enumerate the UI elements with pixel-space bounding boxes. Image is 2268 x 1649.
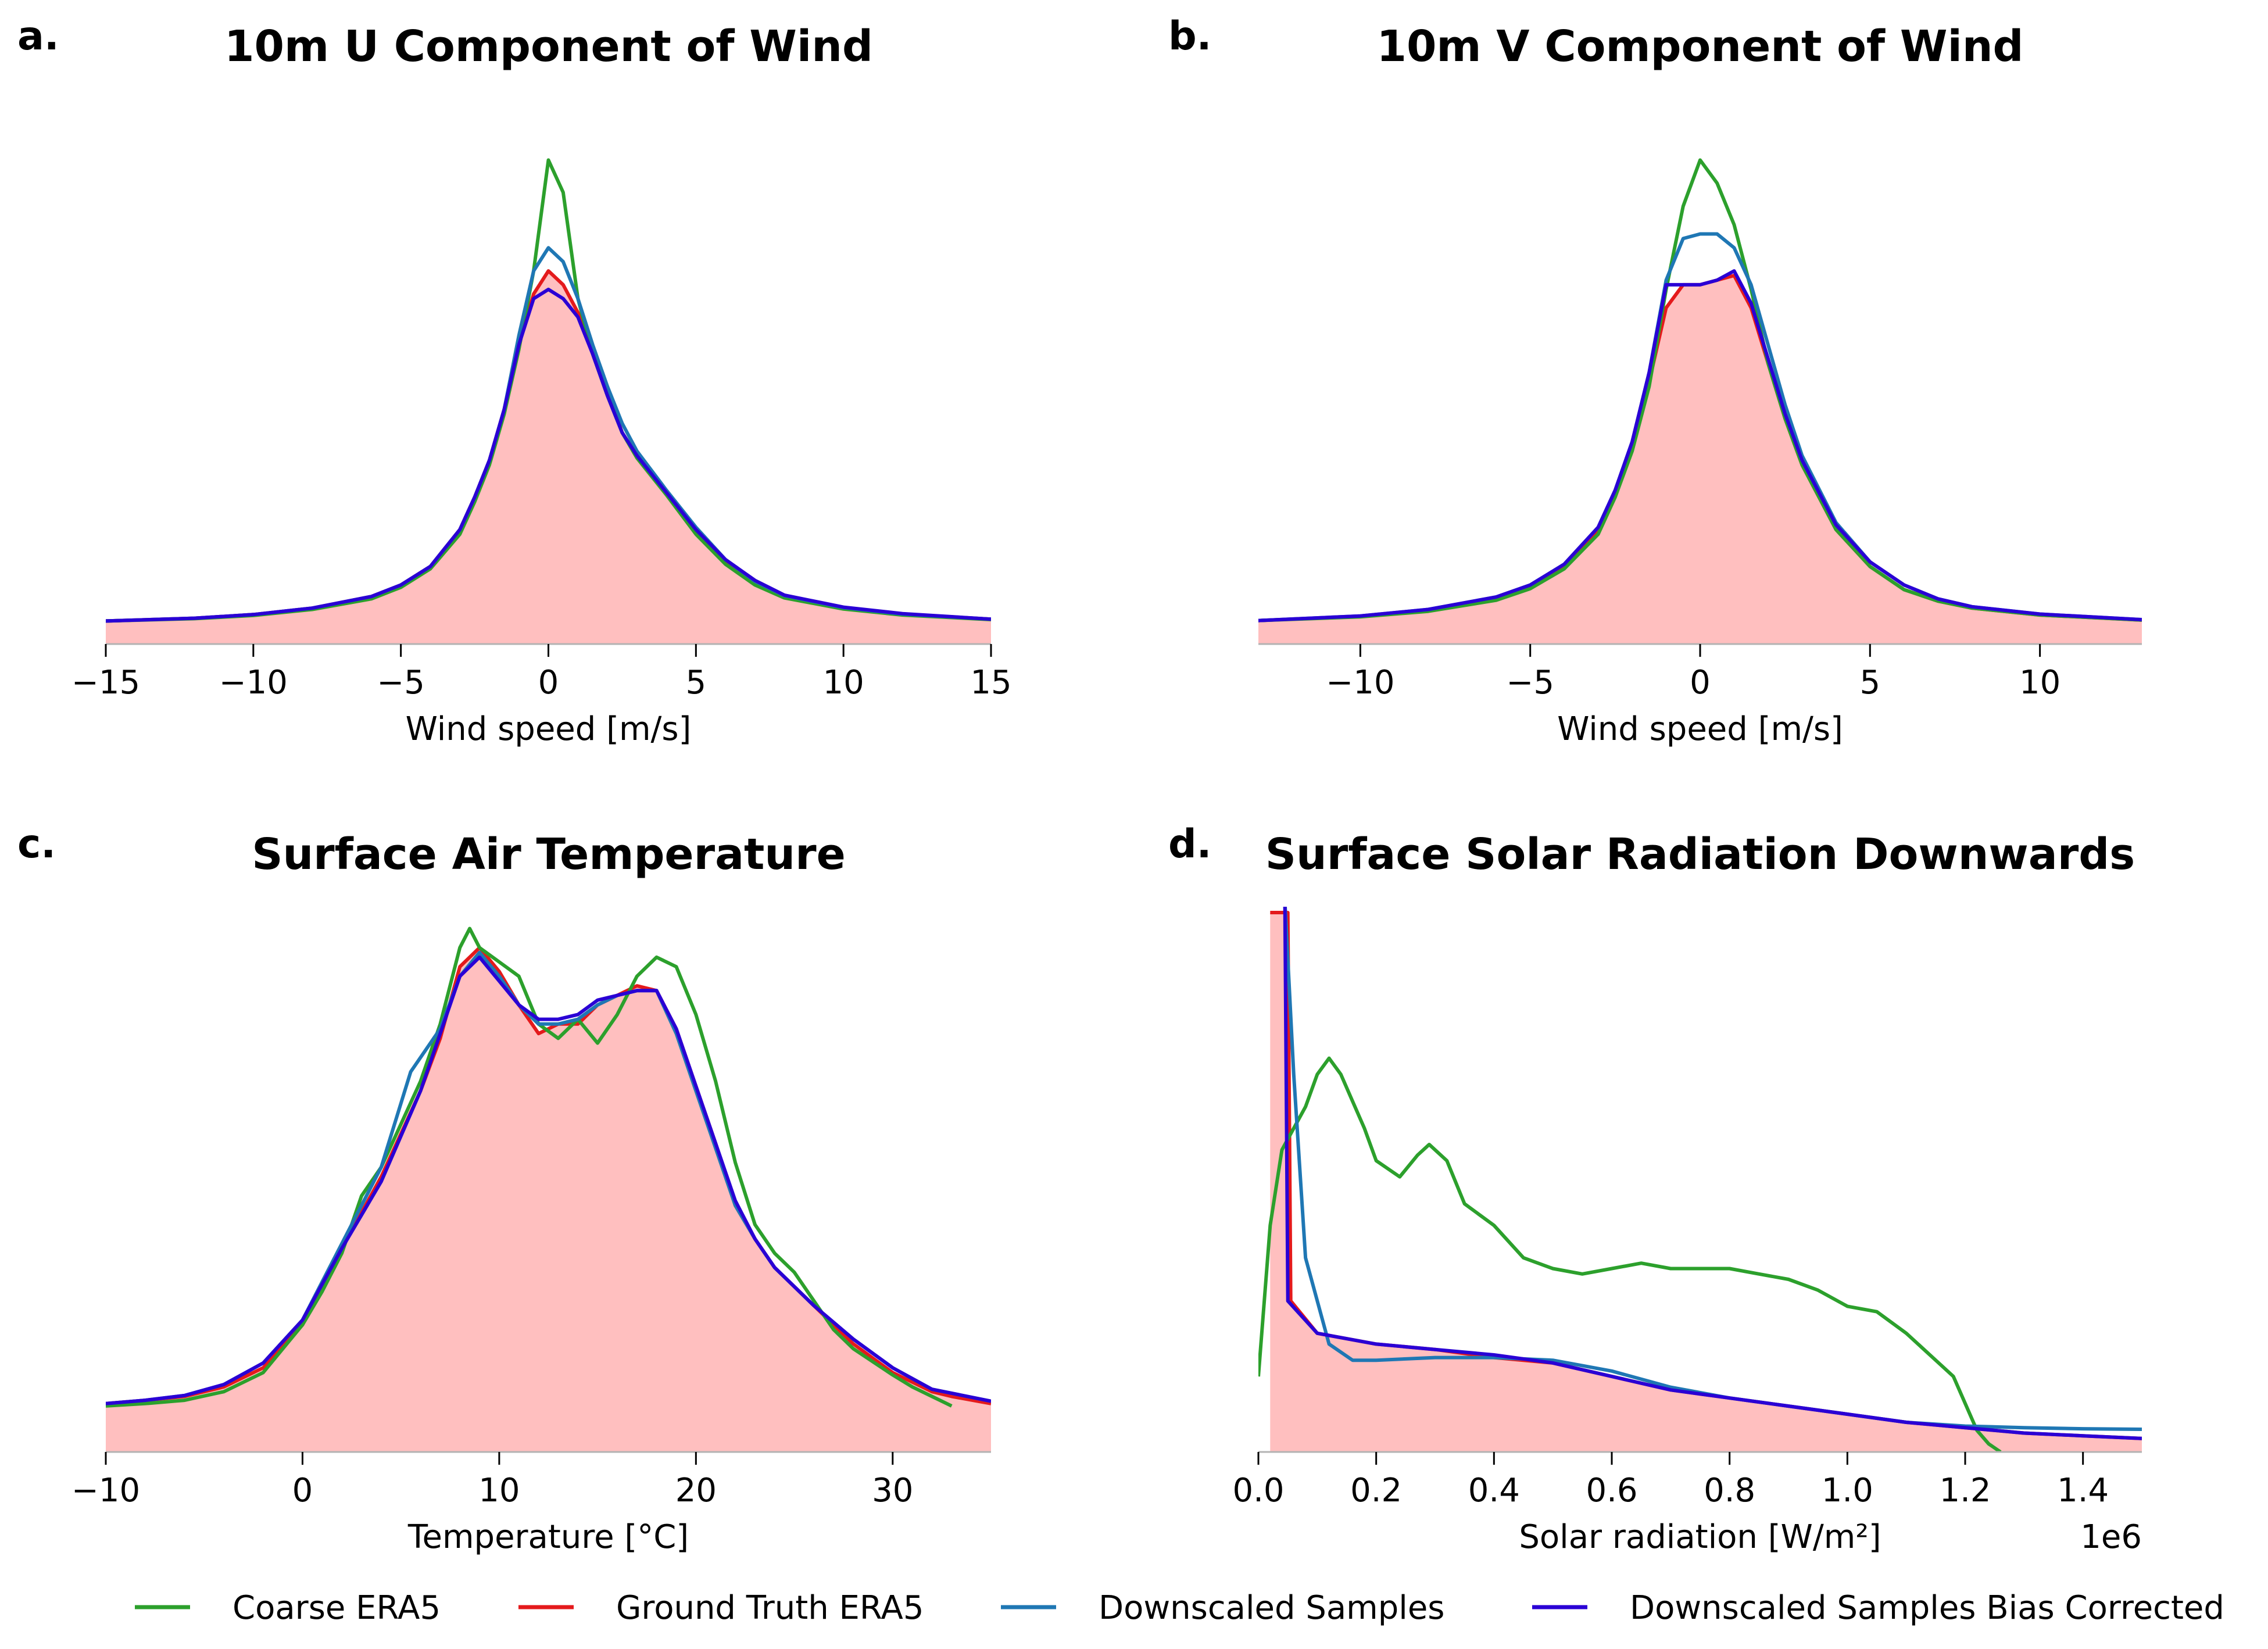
- x-tick-label: −5: [377, 664, 425, 702]
- x-tick-label: −5: [1506, 664, 1554, 702]
- x-axis-offset-label: 1e6: [2080, 1518, 2142, 1556]
- panels: −15 −10 −5 0 5 10 15 Wind speed [m/s] 10m U Comp…: [17, 13, 2142, 1556]
- x-tick-label: 10: [478, 1472, 520, 1510]
- series-line-coarse: [106, 158, 991, 623]
- x-tick-label: 10: [2019, 664, 2060, 702]
- x-tick-label: 10: [823, 664, 864, 702]
- series-line-coarse: [106, 927, 953, 1408]
- panel-letter: b.: [1168, 13, 1212, 59]
- x-tick-label: 0.2: [1350, 1472, 1402, 1510]
- x-tick-label: −10: [219, 664, 288, 702]
- chart-panel-3: −10 0 10 20 30 Temperature [°C] Surface Air Te…: [17, 821, 991, 1556]
- x-tick-label: 0.0: [1232, 1472, 1284, 1510]
- x-tick-label: 0: [1690, 664, 1711, 702]
- plot-area: [1258, 907, 2142, 1452]
- chart-panel-4: 0.0 0.2 0.4 0.6 0.8 1.0 1.2 1.4 Solar radiation …: [1168, 821, 2142, 1556]
- legend: Coarse ERA5 Ground Truth ERA5 Downscaled S…: [135, 1589, 2224, 1627]
- x-tick-label: −15: [71, 664, 140, 702]
- series-area-ground-truth: [1270, 913, 2142, 1452]
- plot-area: [106, 158, 991, 644]
- plot-area: [1258, 158, 2142, 644]
- x-tick-label: 20: [675, 1472, 717, 1510]
- x-tick-label: 0: [538, 664, 559, 702]
- series-area-ground-truth: [106, 947, 991, 1452]
- x-tick-label: 15: [970, 664, 1011, 702]
- panel-letter: a.: [17, 13, 59, 59]
- x-tick-label: 5: [686, 664, 707, 702]
- chart-panel-1: −15 −10 −5 0 5 10 15 Wind speed [m/s] 10m U Comp…: [17, 13, 1012, 748]
- x-axis-label: Wind speed [m/s]: [1557, 710, 1843, 748]
- x-tick-label: 0.6: [1586, 1472, 1637, 1510]
- x-tick-label: 1.4: [2057, 1472, 2109, 1510]
- series-line-coarse: [1258, 158, 2142, 623]
- series-line-coarse: [1258, 1056, 2002, 1452]
- x-tick-label: 0.8: [1704, 1472, 1755, 1510]
- series-line-bias-corrected: [106, 955, 991, 1405]
- legend-item-bias-corrected: Downscaled Samples Bias Corrected: [1532, 1589, 2224, 1627]
- x-tick-label: −10: [1326, 664, 1394, 702]
- chart-title: Surface Solar Radiation Downwards: [1265, 829, 2135, 879]
- chart-panel-2: −10 −5 0 5 10 Wind speed [m/s] 10m V Component…: [1168, 13, 2142, 748]
- legend-label: Downscaled Samples Bias Corrected: [1630, 1589, 2224, 1627]
- panel-letter: d.: [1168, 821, 1212, 867]
- chart-title: 10m V Component of Wind: [1376, 22, 2023, 71]
- x-axis-label: Wind speed [m/s]: [406, 710, 692, 748]
- x-tick-label: 0.4: [1468, 1472, 1520, 1510]
- legend-item-downscaled: Downscaled Samples: [1001, 1589, 1444, 1627]
- legend-item-ground-truth: Ground Truth ERA5: [518, 1589, 924, 1627]
- x-axis-label: Solar radiation [W/m²]: [1519, 1518, 1881, 1556]
- chart-title: 10m U Component of Wind: [224, 22, 873, 71]
- x-axis-label: Temperature [°C]: [407, 1518, 689, 1556]
- series-area-ground-truth: [1258, 276, 2142, 644]
- series-area-ground-truth: [106, 271, 991, 644]
- panel-letter: c.: [17, 821, 56, 867]
- legend-item-coarse: Coarse ERA5: [135, 1589, 441, 1627]
- x-tick-label: 1.0: [1822, 1472, 1873, 1510]
- x-tick-label: −10: [71, 1472, 140, 1510]
- x-tick-label: 1.2: [1939, 1472, 1991, 1510]
- legend-label: Coarse ERA5: [232, 1589, 441, 1627]
- plot-area: [106, 927, 991, 1452]
- series-line-bias-corrected: [1283, 907, 2142, 1440]
- x-tick-label: 0: [292, 1472, 313, 1510]
- series-line-bias-corrected: [1258, 269, 2142, 623]
- x-tick-label: 30: [872, 1472, 913, 1510]
- chart-title: Surface Air Temperature: [252, 829, 846, 879]
- legend-label: Downscaled Samples: [1099, 1589, 1444, 1627]
- x-tick-label: 5: [1859, 664, 1880, 702]
- legend-label: Ground Truth ERA5: [616, 1589, 924, 1627]
- series-line-bias-corrected: [106, 287, 991, 623]
